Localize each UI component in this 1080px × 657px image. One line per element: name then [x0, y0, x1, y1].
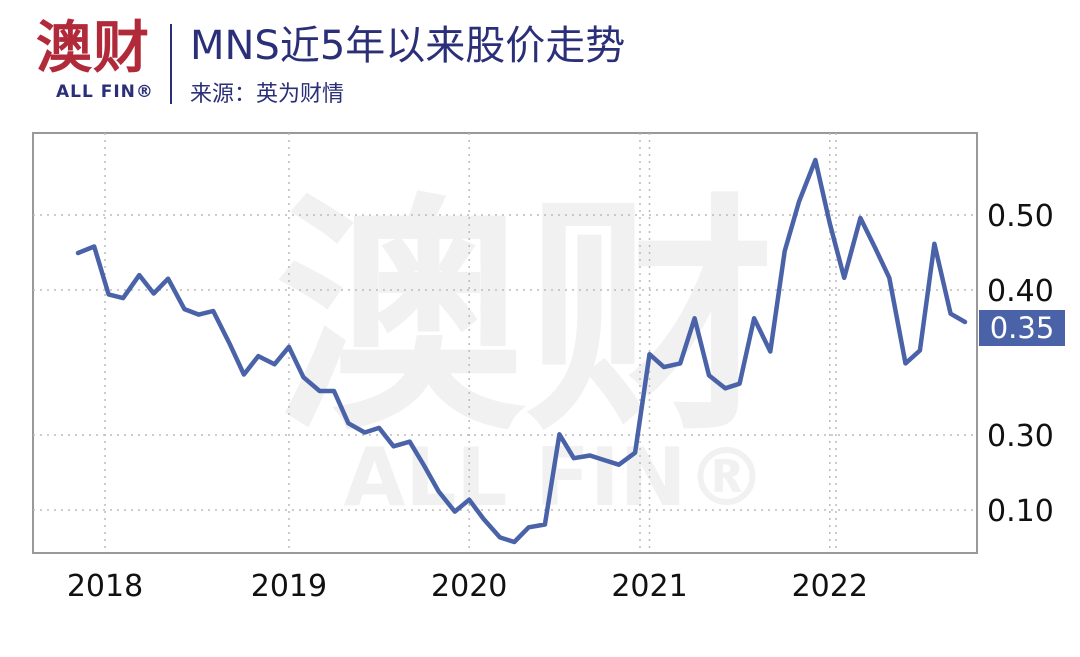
y-tick-label: 0.30 — [987, 419, 1054, 454]
x-tick-label: 2021 — [611, 569, 687, 604]
logo-chinese: 澳财 — [36, 16, 150, 81]
header-divider — [170, 24, 172, 104]
logo-english: ALL FIN® — [56, 82, 154, 102]
last-value-label: 0.35 — [990, 311, 1055, 345]
y-tick-label: 0.40 — [987, 274, 1054, 309]
y-axis-ticks: 0.10 0.30 0.40 0.50 — [987, 199, 1054, 529]
price-series-line — [75, 157, 968, 545]
plot-area-frame — [32, 132, 978, 554]
x-tick-label: 2020 — [431, 569, 507, 604]
chart-source: 来源：英为财情 — [190, 82, 345, 107]
grid-lines — [33, 133, 977, 553]
x-tick-label: 2022 — [792, 569, 868, 604]
x-axis-ticks: 2018 2019 2020 2021 2022 — [67, 569, 868, 604]
watermark-english: ALL FIN® — [343, 431, 766, 524]
y-tick-label: 0.50 — [987, 199, 1054, 234]
x-tick-label: 2019 — [251, 569, 327, 604]
chart-header: 澳财 ALL FIN® MNS近5年以来股价走势 来源：英为财情 — [0, 0, 1080, 120]
last-value-marker: 0.35 — [979, 310, 1065, 346]
x-tick-label: 2018 — [67, 569, 143, 604]
watermark-chinese: 澳财 — [275, 173, 775, 464]
chart-title: MNS近5年以来股价走势 — [190, 23, 626, 69]
last-value-box — [979, 310, 1065, 346]
y-tick-label: 0.10 — [987, 494, 1054, 529]
